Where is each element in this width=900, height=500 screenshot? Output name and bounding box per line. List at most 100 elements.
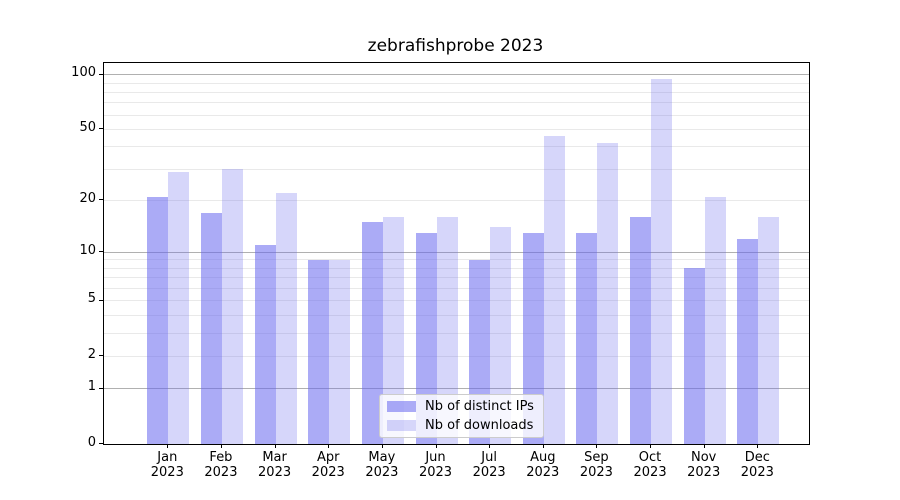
gridline-major-100 (104, 74, 809, 76)
legend-item-downloads: Nb of downloads (387, 418, 536, 433)
y-tick-mark-0 (99, 443, 103, 444)
y-tick-label-10: 10 (79, 242, 96, 258)
x-tick-month: Apr (316, 450, 340, 465)
gridline-minor-6 (104, 287, 809, 289)
x-tick-year: 2023 (418, 465, 453, 480)
x-tick-label-aug: Aug 2023 (515, 450, 571, 480)
y-tick-mark-10 (99, 251, 103, 253)
x-tick-label-sep: Sep 2023 (568, 450, 624, 480)
x-tick-month: Nov (691, 450, 717, 465)
x-tick-label-may: May 2023 (354, 450, 410, 480)
y-tick-mark-50 (99, 128, 103, 130)
x-tick-label-mar: Mar 2023 (247, 450, 303, 480)
gridline-minor-70 (104, 102, 809, 104)
bar-downloads-oct (651, 78, 673, 444)
bar-downloads-mar (275, 193, 297, 444)
x-tick-mark-feb (220, 444, 222, 448)
bar-distinct-ips-mar (254, 245, 276, 444)
x-tick-year: 2023 (633, 465, 667, 480)
x-tick-year: 2023 (687, 465, 721, 480)
x-tick-mark-jun (435, 444, 437, 448)
legend-label-downloads: Nb of downloads (425, 418, 534, 433)
bar-downloads-jul (490, 227, 512, 444)
chart-title: zebrafishprobe 2023 (367, 36, 544, 56)
x-tick-mark-nov (703, 444, 705, 448)
bar-distinct-ips-feb (200, 212, 222, 444)
bar-downloads-sep (597, 143, 619, 444)
x-tick-mark-apr (328, 444, 330, 448)
bar-downloads-may (382, 217, 404, 444)
x-tick-month: Jan (157, 450, 178, 465)
y-tick-label-50: 50 (79, 119, 96, 135)
gridline-minor-40 (104, 146, 809, 148)
x-tick-mark-sep (596, 444, 598, 448)
bar-distinct-ips-apr (308, 259, 330, 444)
x-tick-label-apr: Apr 2023 (300, 450, 356, 480)
x-tick-month: Aug (530, 450, 556, 465)
bar-downloads-feb (221, 169, 243, 444)
bar-distinct-ips-jan (147, 196, 169, 444)
x-tick-month: Dec (744, 450, 770, 465)
gridline-minor-7 (104, 277, 809, 279)
bar-downloads-jan (168, 171, 190, 444)
plot-area: Nb of distinct IPs Nb of downloads (103, 62, 810, 445)
bar-distinct-ips-dec (737, 238, 759, 444)
bar-distinct-ips-jun (415, 232, 437, 444)
y-tick-label-100: 100 (71, 65, 96, 81)
x-tick-month: Sep (584, 450, 609, 465)
legend: Nb of distinct IPs Nb of downloads (379, 394, 544, 438)
x-tick-month: Feb (209, 450, 233, 465)
gridline-minor-5 (104, 300, 809, 302)
legend-swatch-distinct-ips (387, 401, 416, 412)
x-tick-mark-jan (167, 444, 169, 448)
x-tick-label-feb: Feb 2023 (193, 450, 249, 480)
x-tick-year: 2023 (740, 465, 774, 480)
y-tick-label-0: 0 (87, 434, 96, 450)
bar-distinct-ips-may (361, 222, 383, 444)
x-tick-mark-oct (650, 444, 652, 448)
x-tick-year: 2023 (365, 465, 399, 480)
x-tick-label-jun: Jun 2023 (408, 450, 464, 480)
x-tick-mark-aug (542, 444, 544, 448)
gridline-minor-60 (104, 114, 809, 116)
y-tick-label-2: 2 (87, 346, 96, 362)
x-tick-month: Oct (638, 450, 662, 465)
gridline-major-10 (104, 251, 809, 253)
y-tick-mark-2 (99, 355, 103, 357)
x-tick-month: Jul (481, 450, 497, 465)
gridline-minor-2 (104, 355, 809, 357)
x-tick-year: 2023 (579, 465, 613, 480)
bar-distinct-ips-nov (683, 268, 705, 444)
bar-downloads-apr (329, 259, 351, 444)
x-tick-month: May (368, 450, 396, 465)
gridline-minor-9 (104, 259, 809, 261)
gridline-minor-4 (104, 314, 809, 316)
bar-downloads-nov (704, 196, 726, 444)
legend-item-distinct-ips: Nb of distinct IPs (387, 399, 536, 414)
gridline-major-1 (104, 388, 809, 390)
y-tick-label-20: 20 (79, 190, 96, 206)
bar-downloads-jun (436, 217, 458, 444)
y-tick-mark-1 (99, 387, 103, 389)
x-tick-year: 2023 (526, 465, 560, 480)
x-tick-mark-may (381, 444, 383, 448)
gridline-minor-80 (104, 91, 809, 93)
bar-distinct-ips-aug (522, 232, 544, 444)
gridline-minor-3 (104, 332, 809, 334)
x-tick-year: 2023 (204, 465, 238, 480)
gridline-minor-30 (104, 168, 809, 170)
gridline-minor-8 (104, 267, 809, 269)
x-tick-label-jul: Jul 2023 (461, 450, 517, 480)
bar-distinct-ips-sep (576, 232, 598, 444)
x-tick-label-jan: Jan 2023 (139, 450, 195, 480)
x-tick-year: 2023 (472, 465, 506, 480)
y-tick-label-1: 1 (87, 379, 96, 395)
legend-label-distinct-ips: Nb of distinct IPs (425, 399, 534, 414)
x-tick-month: Jun (425, 450, 446, 465)
x-tick-label-nov: Nov 2023 (676, 450, 732, 480)
x-tick-year: 2023 (150, 465, 184, 480)
x-tick-label-dec: Dec 2023 (729, 450, 785, 480)
x-tick-year: 2023 (258, 465, 292, 480)
y-tick-mark-5 (99, 299, 103, 301)
